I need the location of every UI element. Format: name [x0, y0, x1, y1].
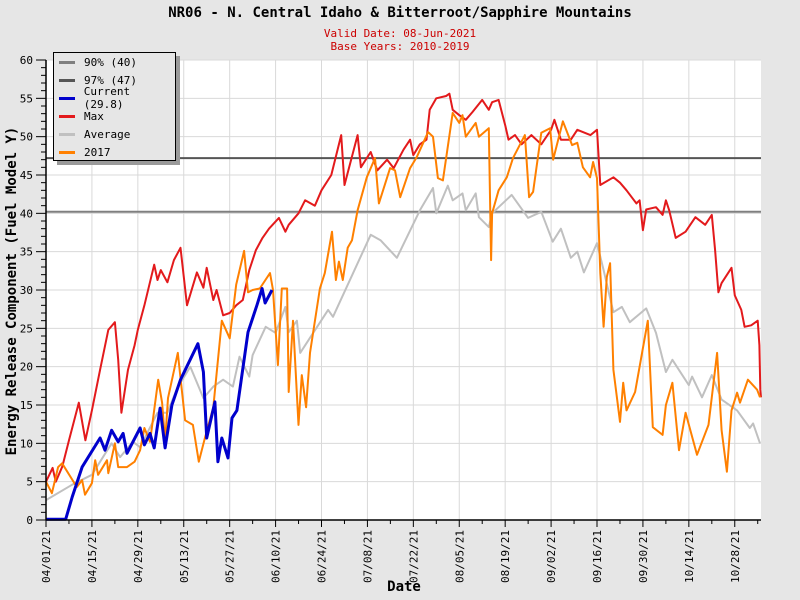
legend-swatch: [59, 114, 75, 118]
y-tick-label: 50: [20, 131, 33, 144]
x-axis-label: Date: [387, 579, 421, 595]
x-tick-label: 06/10/21: [270, 530, 283, 583]
valid-date: Valid Date: 08-Jun-2021: [323, 27, 477, 40]
x-tick-label: 09/30/21: [637, 530, 650, 583]
series-line-2017: [45, 111, 761, 496]
x-tick-label: 09/16/21: [591, 530, 604, 583]
x-tick-label: 05/13/21: [178, 530, 191, 583]
legend: 90% (40) 97% (47) Current (29.8) Max Ave…: [53, 52, 176, 161]
x-tick-label: 07/08/21: [361, 530, 374, 583]
legend-item-current: Current (29.8): [54, 85, 175, 111]
x-tick-label: 08/05/21: [453, 530, 466, 583]
legend-item-max: Max: [54, 107, 104, 125]
y-tick-label: 30: [20, 284, 33, 297]
y-tick-label: 20: [20, 361, 33, 374]
y-tick-label: 40: [20, 207, 33, 220]
y-tick-label: 45: [20, 169, 33, 182]
x-tick-label: 04/01/21: [40, 530, 53, 583]
legend-swatch: [59, 96, 75, 100]
x-tick-label: 10/28/21: [729, 530, 742, 583]
legend-item-97pct: 97% (47): [54, 71, 137, 89]
x-tick-label: 04/29/21: [132, 530, 145, 583]
chart-title: NR06 - N. Central Idaho & Bitterroot/Sap…: [168, 5, 632, 21]
series-line-max: [45, 92, 762, 483]
legend-swatch: [59, 78, 75, 82]
legend-label: 2017: [84, 145, 111, 159]
legend-item-average: Average: [54, 125, 130, 143]
series-line-average: [45, 184, 761, 501]
x-tick-label: 10/14/21: [683, 530, 696, 583]
legend-swatch: [59, 60, 75, 64]
legend-label: Current (29.8): [83, 85, 131, 111]
y-tick-label: 25: [20, 322, 33, 335]
y-tick-label: 0: [26, 514, 33, 527]
legend-item-2017: 2017: [54, 143, 111, 161]
legend-label: Average: [84, 127, 131, 141]
legend-label: 97% (47): [84, 73, 137, 87]
y-tick-label: 10: [20, 437, 33, 450]
y-tick-label: 60: [20, 54, 33, 67]
legend-label: 90% (40): [84, 55, 137, 69]
x-tick-label: 08/19/21: [499, 530, 512, 583]
y-tick-label: 15: [20, 399, 33, 412]
legend-swatch: [59, 150, 75, 154]
x-tick-label: 06/24/21: [316, 530, 329, 583]
x-tick-label: 09/02/21: [545, 530, 558, 583]
x-tick-label: 05/27/21: [224, 530, 237, 583]
legend-label: Max: [84, 109, 104, 123]
x-tick-label: 07/22/21: [407, 530, 420, 583]
y-tick-label: 5: [26, 476, 33, 489]
base-years: Base Years: 2010-2019: [330, 40, 470, 53]
y-tick-label: 55: [20, 92, 33, 105]
legend-swatch: [59, 132, 75, 136]
series-line-current-29-8: [46, 287, 274, 521]
x-tick-label: 04/15/21: [86, 530, 99, 583]
y-tick-label: 35: [20, 246, 33, 259]
legend-item-90pct: 90% (40): [54, 53, 137, 71]
